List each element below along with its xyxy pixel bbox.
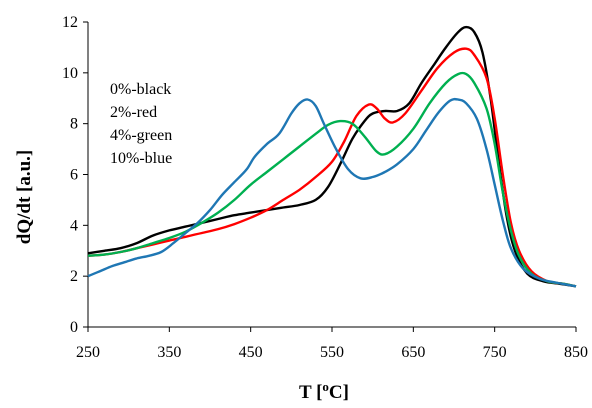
x-tick-label: 650 <box>401 344 425 361</box>
x-axis-label: T [oC] <box>299 379 349 403</box>
plot-area <box>87 25 577 288</box>
x-axis-label-tail: C] <box>329 382 349 403</box>
x-tick-label: 750 <box>483 344 507 361</box>
y-tick-label: 8 <box>70 116 78 133</box>
y-tick-label: 6 <box>70 167 78 184</box>
y-tick-label: 4 <box>70 217 78 234</box>
x-axis-label-sup: o <box>322 379 329 394</box>
y-ticks: 0 2 4 6 8 10 12 <box>62 14 88 336</box>
y-axis-label: dQ/dt [a.u.] <box>14 150 35 245</box>
legend-line-3: 4%-green <box>110 127 172 144</box>
y-tick-label: 2 <box>70 268 78 285</box>
x-tick-label: 450 <box>239 344 263 361</box>
series-line-red <box>87 47 577 288</box>
y-tick-label: 10 <box>62 65 78 82</box>
x-tick-label: 850 <box>564 344 588 361</box>
legend-annotation: 0%-black 2%-red 4%-green 10%-blue <box>110 81 172 167</box>
y-tick-label: 0 <box>70 319 78 336</box>
legend-line-4: 10%-blue <box>110 150 172 167</box>
x-tick-label: 350 <box>157 344 181 361</box>
series-line-blue <box>87 97 577 288</box>
legend-line-2: 2%-red <box>110 104 157 121</box>
x-axis-label-main: T [ <box>299 382 322 403</box>
x-tick-label: 250 <box>76 344 100 361</box>
x-ticks: 250 350 450 550 650 750 850 <box>76 327 588 361</box>
y-tick-label: 12 <box>62 14 78 31</box>
x-tick-label: 550 <box>320 344 344 361</box>
legend-line-1: 0%-black <box>110 81 171 98</box>
